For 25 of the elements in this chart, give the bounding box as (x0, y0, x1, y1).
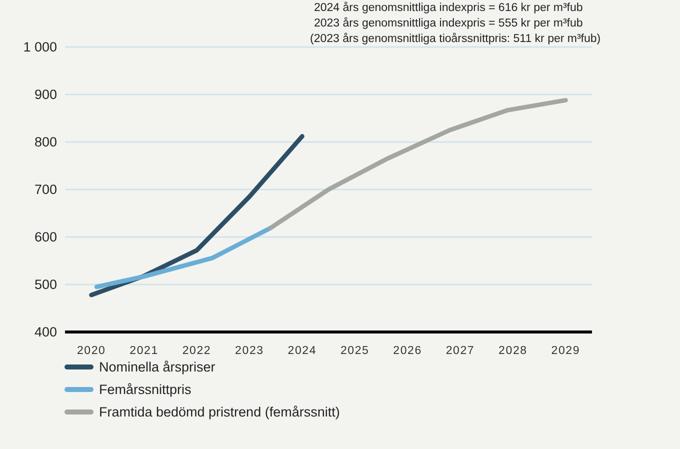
y-tick-label: 400 (34, 324, 57, 340)
x-tick-label: 2025 (340, 345, 370, 357)
y-tick-label: 1 000 (23, 40, 57, 55)
x-tick-label: 2026 (393, 345, 422, 357)
y-tick-label: 700 (34, 182, 57, 198)
x-tick-label: 2022 (182, 345, 212, 357)
text: 2024 års genomsnittliga indexpris = 616 kr per m³fub (314, 1, 583, 14)
x-tick-label: 2028 (498, 345, 528, 357)
y-tick-label: 900 (34, 87, 57, 102)
legend-label: Femårssnittpris (99, 382, 192, 398)
y-tick-label: 800 (34, 134, 57, 150)
x-tick-label: 2029 (551, 345, 580, 357)
x-tick-label: 2023 (235, 345, 264, 357)
x-tick-label: 2021 (130, 345, 158, 357)
x-tick-label: 2024 (288, 345, 317, 357)
x-tick-label: 2027 (446, 345, 475, 357)
legend-label: Nominella årspriser (99, 360, 216, 375)
text: (2023 års genomsnittliga tioårssnittpris: 511 kr per m³fub) (310, 32, 601, 45)
text: 2023 års genomsnittliga indexpris = 555 kr per m³fub (314, 16, 583, 30)
line-series (268, 98, 568, 230)
y-tick-label: 500 (34, 277, 57, 292)
legend-label: Framtida bedömd pristrend (femårssnitt) (99, 404, 340, 420)
line-series (94, 226, 273, 290)
x-tick-label: 2020 (76, 345, 106, 357)
y-tick-label: 600 (34, 230, 57, 245)
